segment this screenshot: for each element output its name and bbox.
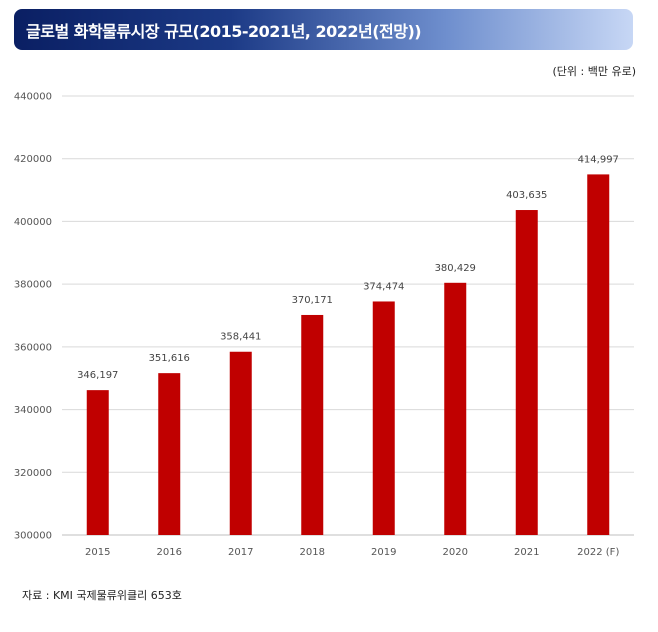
bar (86, 390, 109, 535)
bar (515, 210, 538, 535)
data-label: 403,635 (506, 190, 547, 201)
x-tick-label: 2017 (228, 547, 253, 558)
source-note: 자료 : KMI 국제물류위클리 653호 (22, 589, 182, 602)
data-label: 370,171 (292, 295, 333, 306)
data-label: 351,616 (149, 353, 190, 364)
y-tick-label: 420000 (14, 154, 52, 165)
y-tick-label: 440000 (14, 92, 52, 103)
bar (301, 314, 324, 535)
chart-title: 글로벌 화학물류시장 규모(2015-2021년, 2022년(전망)) (26, 21, 422, 41)
title-bar: 글로벌 화학물류시장 규모(2015-2021년, 2022년(전망)) (14, 9, 633, 50)
bar (372, 301, 395, 535)
y-tick-label: 380000 (14, 280, 52, 291)
bar (587, 174, 610, 535)
data-label: 358,441 (220, 332, 261, 343)
data-label: 414,997 (578, 154, 619, 165)
x-tick-label: 2016 (157, 547, 182, 558)
y-tick-label: 320000 (14, 468, 52, 479)
x-tick-label: 2019 (371, 547, 396, 558)
x-tick-label: 2021 (514, 547, 539, 558)
x-tick-label: 2018 (300, 547, 325, 558)
x-tick-label: 2022 (F) (577, 547, 619, 558)
data-label: 374,474 (363, 281, 404, 292)
data-label: 380,429 (435, 263, 476, 274)
x-tick-label: 2015 (85, 547, 110, 558)
bar (229, 351, 252, 535)
bar (158, 373, 181, 535)
unit-label: (단위 : 백만 유로) (552, 65, 637, 78)
y-tick-label: 400000 (14, 217, 52, 228)
y-tick-label: 340000 (14, 405, 52, 416)
y-tick-label: 360000 (14, 342, 52, 353)
data-label: 346,197 (77, 370, 118, 381)
bar (444, 282, 467, 535)
x-tick-label: 2020 (443, 547, 468, 558)
y-tick-label: 300000 (14, 531, 52, 542)
